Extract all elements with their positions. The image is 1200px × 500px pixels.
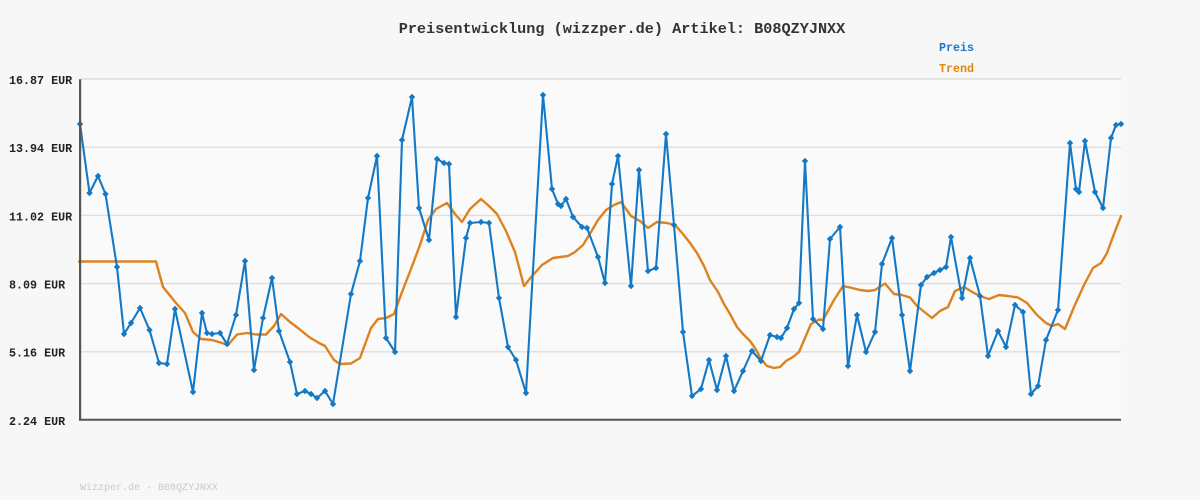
svg-text:16.87 EUR: 16.87 EUR xyxy=(9,74,72,88)
svg-text:5.16 EUR: 5.16 EUR xyxy=(9,347,65,361)
svg-text:11.02 EUR: 11.02 EUR xyxy=(9,210,72,224)
svg-text:13.94 EUR: 13.94 EUR xyxy=(9,142,72,156)
svg-text:2.24 EUR: 2.24 EUR xyxy=(9,415,65,429)
svg-text:Preisentwicklung (wizzper.de): Preisentwicklung (wizzper.de) Artikel: B… xyxy=(399,20,846,38)
svg-text:Preis: Preis xyxy=(939,41,974,55)
svg-text:8.09 EUR: 8.09 EUR xyxy=(9,278,65,292)
svg-text:Wizzper.de - B08QZYJNXX: Wizzper.de - B08QZYJNXX xyxy=(80,482,218,494)
svg-text:Trend: Trend xyxy=(939,62,974,76)
